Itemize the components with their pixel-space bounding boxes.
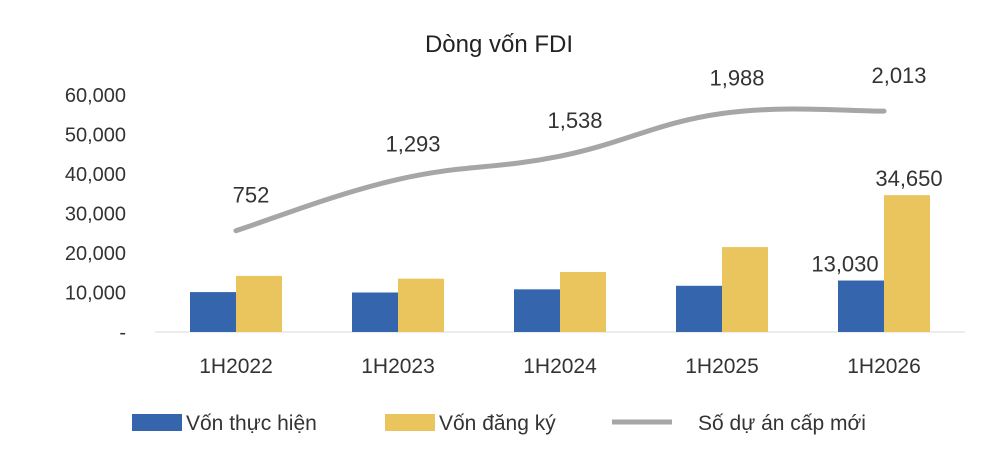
line-data-label: 2,013	[871, 63, 926, 88]
line-data-label: 1,988	[709, 66, 764, 91]
legend: Vốn thực hiện Vốn đăng ký Số dự án cấp mới	[132, 412, 866, 435]
line-so-du-an	[233, 106, 887, 234]
y-tick-label: 40,000	[65, 164, 126, 186]
x-tick-label: 1H2026	[847, 355, 921, 378]
y-axis: - 10,000 20,000 30,000 40,000 50,000 60,000	[65, 85, 126, 344]
legend-swatch	[132, 414, 182, 431]
y-tick-label: -	[119, 322, 126, 344]
line-data-label: 1,293	[385, 131, 440, 156]
bar-von-thuc-hien	[514, 289, 560, 332]
bar-von-dang-ky	[236, 275, 282, 332]
y-tick-label: 50,000	[65, 125, 126, 147]
bar-von-dang-ky	[398, 278, 444, 332]
bar-von-thuc-hien	[676, 285, 722, 332]
legend-label: Vốn đăng ký	[439, 412, 556, 435]
bar-data-label: 34,650	[875, 166, 942, 191]
line-data-label: 1,538	[547, 108, 602, 133]
bars	[190, 195, 930, 332]
legend-label: Số dự án cấp mới	[698, 412, 866, 435]
line-series	[233, 106, 887, 234]
legend-label: Vốn thực hiện	[186, 412, 317, 435]
x-tick-label: 1H2025	[685, 355, 759, 378]
x-tick-label: 1H2024	[523, 355, 597, 378]
y-tick-label: 10,000	[65, 283, 126, 305]
bar-von-thuc-hien	[190, 292, 236, 332]
bar-von-dang-ky	[884, 195, 930, 332]
bar-von-dang-ky	[722, 247, 768, 332]
y-tick-label: 30,000	[65, 204, 126, 226]
line-data-label: 752	[233, 183, 270, 208]
bar-von-dang-ky	[560, 271, 606, 332]
y-tick-label: 20,000	[65, 243, 126, 265]
chart-title: Dòng vốn FDI	[425, 31, 573, 58]
bar-von-thuc-hien	[838, 280, 884, 332]
legend-swatch	[385, 414, 435, 431]
data-labels: 13,030 34,650 752 1,293 1,538 1,988 2,013	[233, 63, 943, 276]
bar-von-thuc-hien	[352, 292, 398, 332]
bar-data-label: 13,030	[811, 252, 878, 277]
x-tick-label: 1H2023	[361, 355, 435, 378]
x-tick-label: 1H2022	[199, 355, 273, 378]
y-tick-label: 60,000	[65, 85, 126, 107]
x-axis: 1H2022 1H2023 1H2024 1H2025 1H2026	[199, 355, 921, 378]
